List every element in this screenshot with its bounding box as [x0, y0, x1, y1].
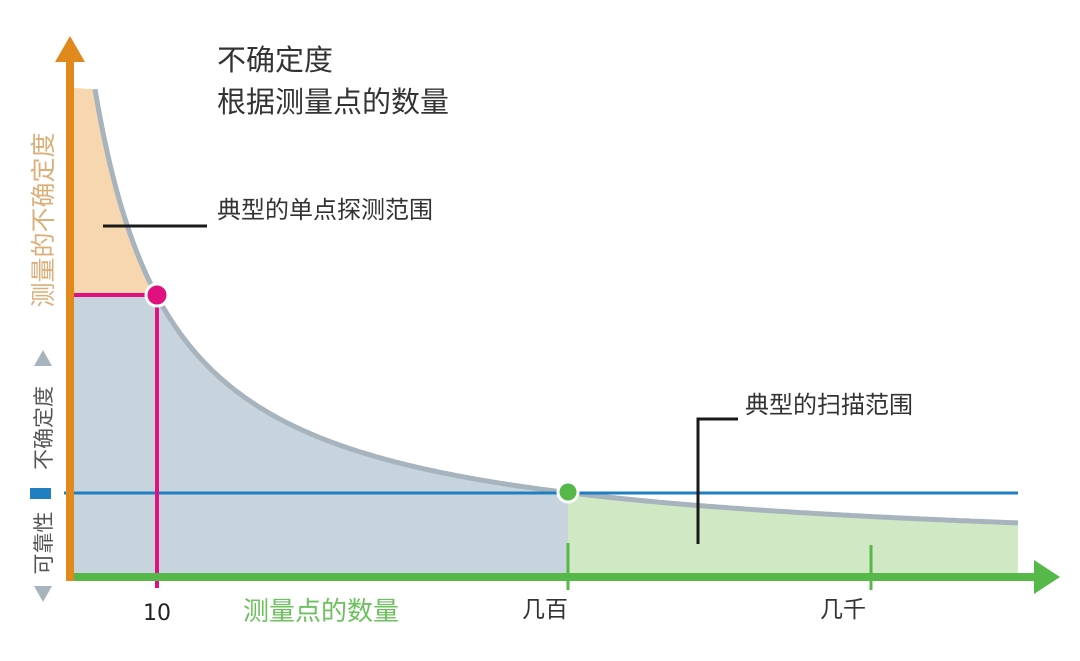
x-axis-arrow-icon: [1034, 560, 1060, 594]
scan-callout-label: 典型的扫描范围: [745, 391, 913, 419]
title-line-2: 根据测量点的数量: [217, 85, 449, 119]
scan-callout-line: [696, 417, 738, 544]
scan-region: [568, 492, 1018, 575]
single-point-callout-label: 典型的单点探测范围: [217, 196, 433, 224]
scan-marker: [556, 480, 580, 504]
x-tick-10: 10: [143, 601, 171, 626]
title-line-1: 不确定度: [217, 43, 333, 77]
reliability-label: 可靠性: [32, 512, 56, 575]
single-point-marker: [144, 282, 170, 308]
uncertainty-label: 不确定度: [32, 386, 56, 470]
y-axis-label: 测量的不确定度: [29, 132, 58, 307]
x-tick-hundreds: 几百: [522, 597, 568, 623]
up-triangle-icon: [34, 350, 52, 366]
x-tick-thousands: 几千: [820, 597, 866, 623]
reliability-legend-swatch: [30, 488, 51, 499]
x-axis-label: 测量点的数量: [243, 597, 399, 627]
uncertainty-region: [74, 295, 568, 575]
y-axis-arrow-icon: [55, 36, 85, 62]
down-triangle-icon: [34, 586, 52, 602]
